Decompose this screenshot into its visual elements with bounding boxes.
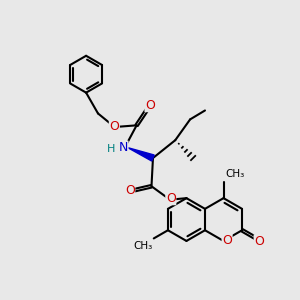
- Text: CH₃: CH₃: [225, 169, 244, 179]
- Text: O: O: [145, 99, 155, 112]
- Text: O: O: [125, 184, 135, 196]
- Text: H: H: [107, 144, 116, 154]
- Text: N: N: [118, 141, 128, 154]
- Text: O: O: [166, 192, 176, 205]
- Text: O: O: [254, 235, 264, 248]
- Text: CH₃: CH₃: [133, 242, 152, 251]
- Polygon shape: [128, 148, 154, 161]
- Text: O: O: [110, 120, 119, 133]
- Text: O: O: [222, 235, 232, 248]
